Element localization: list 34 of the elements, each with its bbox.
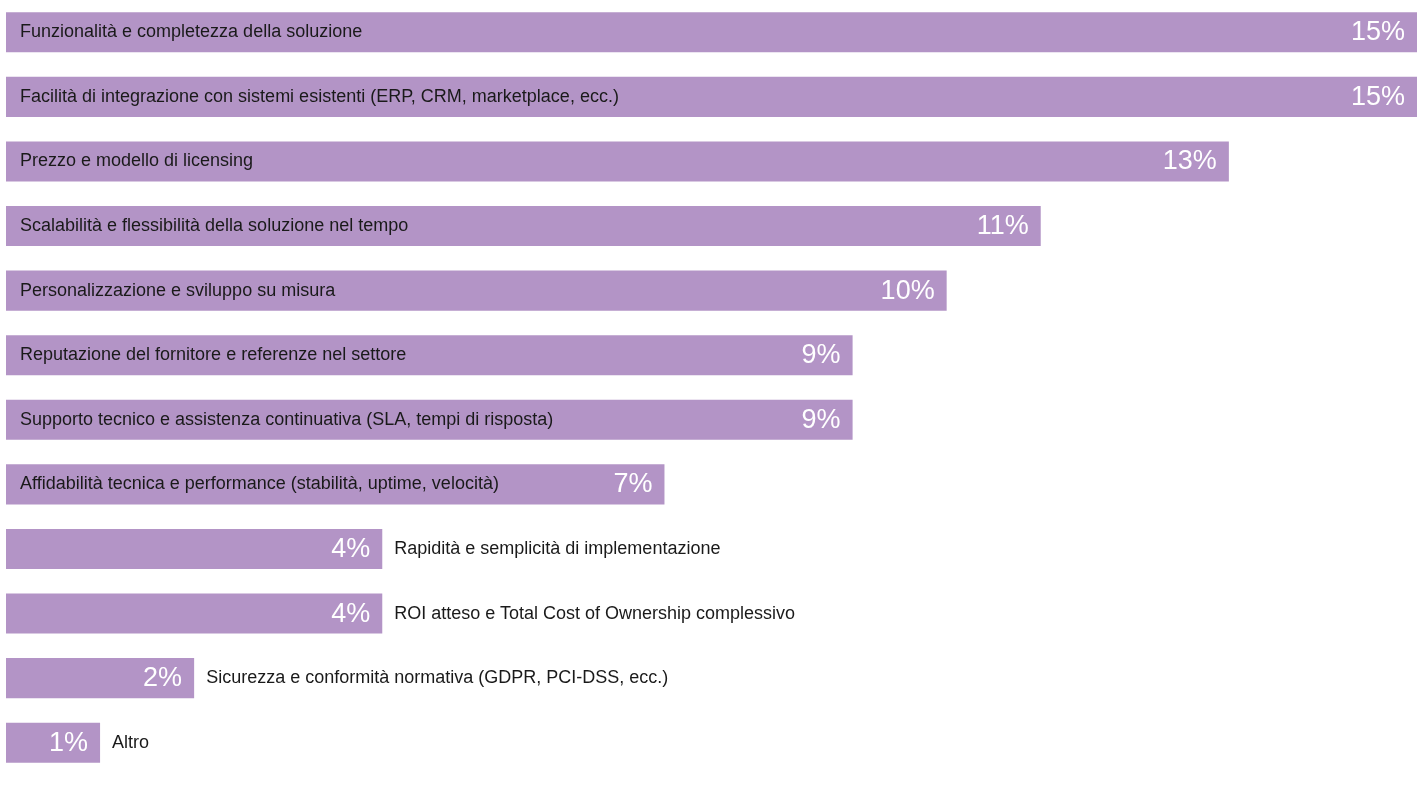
y-tick-label: Scalabilità e flessibilità della soluzione nel tempo	[20, 215, 409, 236]
y-tick-label: Prezzo e modello di licensing	[20, 150, 254, 171]
data-label: 1%	[49, 726, 89, 757]
bar	[6, 270, 947, 311]
bar	[6, 141, 1229, 182]
data-label: 9%	[801, 339, 841, 370]
bar	[6, 76, 1417, 117]
y-tick-label: Reputazione del fornitore e referenze nel settore	[20, 344, 407, 365]
y-tick-label: Rapidità e semplicità di implementazione	[394, 537, 721, 558]
bar	[6, 593, 383, 634]
data-label: 2%	[143, 662, 183, 693]
bar	[6, 658, 195, 699]
data-label: 15%	[1350, 80, 1405, 111]
y-tick-label: Facilità di integrazione con sistemi esistenti (ERP, CRM, marketplace, ecc.)	[20, 85, 619, 106]
bar	[6, 206, 1041, 247]
bar	[6, 335, 853, 376]
data-label: 10%	[880, 274, 935, 305]
bar	[6, 12, 1417, 53]
data-label: 9%	[801, 403, 841, 434]
data-label: 13%	[1162, 145, 1217, 176]
data-label: 7%	[613, 468, 653, 499]
data-label: 15%	[1350, 16, 1405, 47]
data-label: 11%	[976, 210, 1029, 241]
y-tick-label: Affidabilità tecnica e performance (stabilità, uptime, velocità)	[20, 473, 499, 494]
bar	[6, 528, 383, 569]
y-tick-label: ROI atteso e Total Cost of Ownership complessivo	[394, 602, 796, 623]
y-tick-label: Supporto tecnico e assistenza continuativa (SLA, tempi di risposta)	[20, 408, 554, 429]
data-label: 4%	[331, 597, 371, 628]
y-tick-label: Personalizzazione e sviluppo su misura	[20, 279, 337, 300]
y-tick-label: Altro	[112, 731, 150, 752]
y-tick-label: Funzionalità e completezza della soluzione	[20, 21, 363, 42]
y-tick-label: Sicurezza e conformità normativa (GDPR, PCI-DSS, ecc.)	[206, 667, 669, 688]
data-label: 4%	[331, 532, 371, 563]
bar	[6, 722, 101, 763]
